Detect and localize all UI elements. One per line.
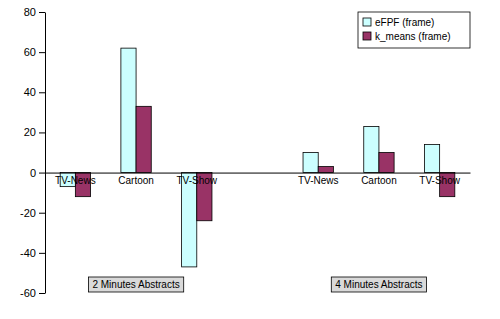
y-tick-label: 20: [24, 126, 36, 138]
legend-label: eFPF (frame): [375, 17, 434, 28]
y-tick: -40: [20, 247, 45, 259]
y-tick: -20: [20, 207, 45, 219]
y-axis-line: [45, 13, 46, 294]
y-tick-label: 40: [24, 86, 36, 98]
y-tick-mark: [39, 253, 45, 254]
annotation-text: 2 Minutes Abstracts: [92, 279, 179, 290]
x-tick: TV-Show: [176, 173, 217, 186]
y-tick-mark: [39, 213, 45, 214]
y-tick-mark: [39, 92, 45, 93]
bar: [364, 126, 379, 172]
annotation-box: [331, 277, 426, 292]
y-tick-label: -40: [20, 247, 36, 259]
annotation: 2 Minutes Abstracts: [88, 277, 183, 292]
x-tick-label: Cartoon: [361, 175, 397, 186]
y-tick-mark: [39, 293, 45, 294]
y-tick: 20: [24, 126, 45, 138]
x-tick: TV-Show: [419, 173, 460, 186]
y-tick: 40: [24, 86, 45, 98]
x-tick-label: TV-News: [298, 175, 339, 186]
x-tick: Cartoon: [361, 173, 397, 186]
y-tick-mark: [39, 12, 45, 13]
bar: [121, 48, 136, 172]
x-tick-label: TV-News: [55, 175, 96, 186]
y-tick-label: 80: [24, 6, 36, 18]
y-tick-label: 60: [24, 46, 36, 58]
y-tick-label: -60: [20, 287, 36, 299]
x-tick: Cartoon: [118, 173, 154, 186]
y-tick-label: 0: [30, 167, 36, 179]
bars: [60, 48, 455, 267]
bar: [303, 153, 318, 173]
y-axis: -60 -40 -20 0 20 40 60 80: [20, 6, 45, 299]
y-tick-label: -20: [20, 207, 36, 219]
y-tick-mark: [39, 132, 45, 133]
x-tick: TV-News: [55, 173, 96, 186]
y-tick: 60: [24, 46, 45, 58]
legend-swatch: [363, 32, 371, 40]
annotation-box: [88, 277, 183, 292]
x-tick-label: TV-Show: [419, 175, 460, 186]
y-tick-mark: [39, 173, 45, 174]
bar: [379, 153, 394, 173]
annotation-text: 4 Minutes Abstracts: [335, 279, 422, 290]
legend: eFPF (frame) k_means (frame): [358, 12, 470, 48]
annotation: 4 Minutes Abstracts: [331, 277, 426, 292]
legend-label: k_means (frame): [375, 31, 451, 42]
y-tick: 80: [24, 6, 45, 18]
y-tick: -60: [20, 287, 45, 299]
x-tick-label: TV-Show: [176, 175, 217, 186]
bar: [424, 144, 439, 172]
y-tick: 0: [30, 167, 45, 179]
legend-swatch: [363, 18, 371, 26]
x-axis-line: [46, 173, 471, 174]
y-tick-mark: [39, 52, 45, 53]
x-tick: TV-News: [298, 173, 339, 186]
legend-box: [358, 12, 470, 48]
x-axis: TV-News Cartoon TV-Show TV-News Cartoon TV-Sh…: [46, 173, 471, 186]
bar: [318, 167, 333, 173]
bar: [136, 106, 151, 172]
chart: -60-40-20020406080TV-NewsCartoonTV-ShowT…: [0, 0, 500, 319]
x-tick-label: Cartoon: [118, 175, 154, 186]
bar: [182, 173, 197, 267]
